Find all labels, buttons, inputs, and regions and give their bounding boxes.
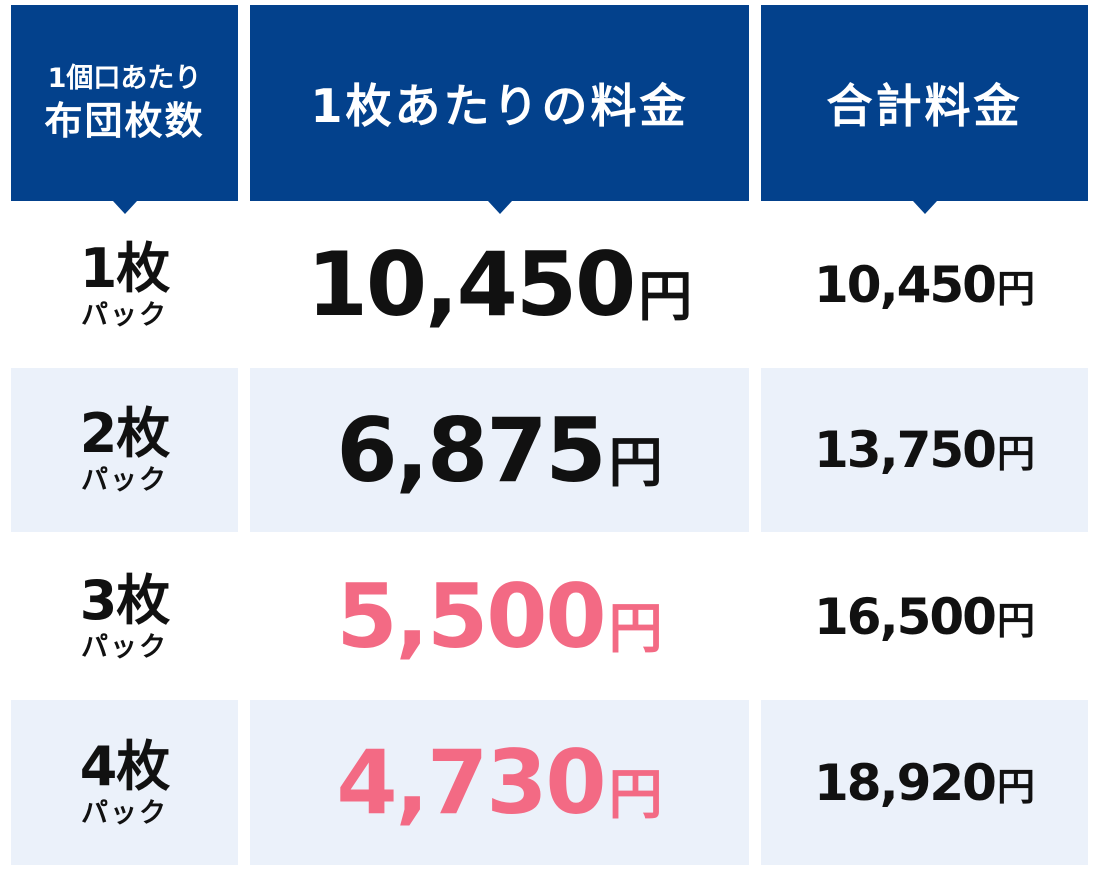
- yen-symbol: 円: [996, 598, 1035, 643]
- yen-symbol: 円: [608, 763, 663, 826]
- pack-count: 4枚: [79, 734, 171, 798]
- yen-symbol: 円: [996, 432, 1035, 476]
- yen-symbol: 円: [608, 597, 663, 660]
- row-2-total: 13,750円: [761, 368, 1088, 532]
- header-futon-count: 1個口あたり 布団枚数: [11, 5, 238, 214]
- pack-label: パック: [81, 299, 168, 331]
- header-unit-price: 1枚あたりの料金: [250, 5, 749, 214]
- row-3-unit-price: 5,500円: [250, 535, 749, 698]
- row-4-total: 18,920円: [761, 700, 1088, 865]
- pack-label: パック: [81, 465, 168, 496]
- row-4-pack: 4枚 パック: [11, 700, 238, 865]
- header-futon-count-line1: 1個口あたり: [47, 63, 202, 94]
- pack-label: パック: [81, 797, 168, 829]
- row-3-pack: 3枚 パック: [11, 535, 238, 698]
- row-2-unit-price: 6,875円: [250, 368, 749, 532]
- unit-price-highlight: 5,500円: [336, 565, 663, 668]
- row-1-pack: 1枚 パック: [11, 203, 238, 366]
- row-2-pack: 2枚 パック: [11, 368, 238, 532]
- pack-count: 1枚: [79, 236, 171, 300]
- header-unit-price-label: 1枚あたりの料金: [310, 79, 689, 133]
- unit-price-highlight: 4,730円: [336, 731, 663, 834]
- pack-label: パック: [81, 631, 168, 663]
- header-total: 合計料金: [761, 5, 1088, 214]
- row-3-total: 16,500円: [761, 535, 1088, 698]
- pack-count: 3枚: [79, 568, 171, 632]
- total-price: 18,920円: [814, 753, 1035, 812]
- total-price: 10,450円: [814, 255, 1035, 314]
- yen-symbol: 円: [996, 266, 1035, 311]
- row-1-unit-price: 10,450円: [250, 203, 749, 366]
- pack-count: 2枚: [79, 402, 171, 465]
- total-price: 13,750円: [814, 421, 1035, 479]
- unit-price: 6,875円: [336, 398, 663, 502]
- unit-price: 10,450円: [306, 233, 693, 336]
- total-price: 16,500円: [814, 587, 1035, 646]
- row-1-total: 10,450円: [761, 203, 1088, 366]
- row-4-unit-price: 4,730円: [250, 700, 749, 865]
- yen-symbol: 円: [638, 265, 693, 328]
- header-futon-count-line2: 布団枚数: [44, 99, 205, 143]
- header-total-label: 合計料金: [826, 79, 1023, 133]
- yen-symbol: 円: [608, 430, 663, 494]
- yen-symbol: 円: [996, 764, 1035, 809]
